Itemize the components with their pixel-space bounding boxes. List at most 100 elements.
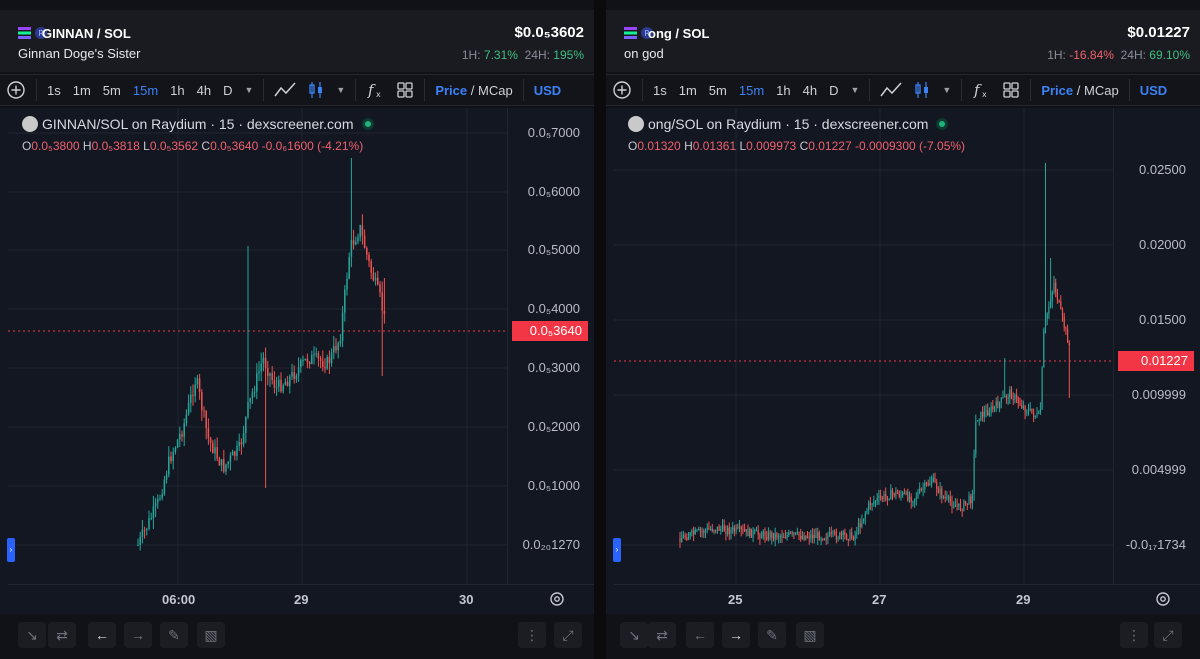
fullscreen-icon[interactable]: ⤢ (1154, 622, 1182, 648)
time-axis[interactable]: 25 27 29 (614, 584, 1200, 614)
add-indicator-button[interactable] (606, 75, 638, 105)
compare-icon[interactable]: ⇄ (48, 622, 76, 648)
price-mcap-toggle[interactable]: Price / MCap (429, 75, 518, 105)
candle-body (793, 532, 795, 535)
candle-body (161, 494, 163, 498)
interval-5m[interactable]: 5m (708, 82, 727, 98)
interval-1h[interactable]: 1h (170, 82, 185, 98)
chart-type-icon[interactable]: ↘ (620, 622, 648, 648)
candlestick-chart[interactable]: GINNAN/SOL on Raydium · 15 · dexscreener… (8, 108, 508, 584)
price-toggle[interactable]: Price (1041, 82, 1074, 98)
candles-icon (915, 82, 929, 98)
expand-handle-icon[interactable]: › (7, 538, 15, 562)
chart-left-gutter (0, 108, 8, 614)
mcap-toggle[interactable]: MCap (478, 82, 513, 98)
candlestick-chart[interactable]: ong/SOL on Raydium · 15 · dexscreener.co… (614, 108, 1114, 584)
x-tick: 29 (294, 592, 309, 607)
interval-15m[interactable]: 15m (738, 82, 765, 98)
more-vertical-icon[interactable]: ⋮ (1120, 622, 1148, 648)
expand-handle-icon[interactable]: › (613, 538, 621, 562)
price-toggle[interactable]: Price (435, 82, 468, 98)
y-tick: 0.02500 (1139, 162, 1186, 177)
candle-body (723, 524, 725, 532)
line-chart-button[interactable] (874, 75, 908, 105)
line-chart-button[interactable] (268, 75, 302, 105)
add-indicator-button[interactable] (0, 75, 32, 105)
candle-body (278, 379, 280, 387)
interval-4h[interactable]: 4h (802, 82, 818, 98)
ohlc-readout: O0.0₅3800 H0.0₅3818 L0.0₅3562 C0.0₅3640 … (22, 139, 364, 153)
candle-body (878, 495, 880, 499)
price-axis[interactable]: 0.02500 0.02000 0.01500 0.01227 0.009999… (1114, 108, 1200, 584)
settings-gear-icon[interactable] (1154, 590, 1172, 608)
candle-body (201, 392, 203, 411)
interval-5m[interactable]: 5m (102, 82, 121, 98)
candle-body (868, 502, 870, 510)
forward-arrow-icon[interactable]: → (722, 622, 750, 648)
candle-body (1053, 282, 1055, 292)
settings-gear-icon[interactable] (548, 590, 566, 608)
time-axis[interactable]: 06:00 29 30 (8, 584, 594, 614)
candle-body (236, 446, 238, 456)
token-avatar-icon (628, 116, 644, 132)
candle-body (813, 535, 815, 539)
interval-1h[interactable]: 1h (776, 82, 791, 98)
candles-button[interactable] (302, 75, 330, 105)
interval-1m[interactable]: 1m (72, 82, 91, 98)
trash-icon[interactable]: ▧ (796, 622, 824, 648)
candle-body (357, 237, 359, 242)
pencil-icon[interactable]: ✎ (758, 622, 786, 648)
pencil-icon[interactable]: ✎ (160, 622, 188, 648)
fullscreen-icon[interactable]: ⤢ (554, 622, 582, 648)
interval-d[interactable]: D (223, 82, 233, 98)
layout-button[interactable] (996, 75, 1026, 105)
interval-1s[interactable]: 1s (47, 82, 61, 98)
chart-canvas[interactable] (614, 108, 1114, 584)
interval-4h[interactable]: 4h (196, 82, 212, 98)
forward-arrow-icon[interactable]: → (124, 622, 152, 648)
candle-body (141, 529, 144, 537)
interval-1s[interactable]: 1s (653, 82, 667, 98)
candle-body (842, 531, 844, 536)
price-change: 1H: -16.84% 24H: 69.10% (1047, 48, 1190, 62)
grid-icon (1003, 82, 1019, 98)
trash-icon[interactable]: ▧ (197, 622, 225, 648)
interval-d[interactable]: D (829, 82, 839, 98)
candle-body (682, 535, 684, 539)
compare-icon[interactable]: ⇄ (648, 622, 676, 648)
chevron-down-icon[interactable]: ▼ (244, 85, 254, 95)
back-arrow-icon[interactable]: ← (686, 622, 714, 648)
price-mcap-toggle[interactable]: Price / MCap (1035, 75, 1124, 105)
mcap-toggle[interactable]: MCap (1084, 82, 1119, 98)
chevron-down-icon[interactable]: ▼ (336, 85, 346, 95)
candle-body (218, 458, 221, 466)
back-arrow-icon[interactable]: ← (88, 622, 116, 648)
currency-toggle[interactable]: USD (533, 82, 562, 98)
candle-body (366, 247, 368, 255)
chevron-down-icon[interactable]: ▼ (850, 85, 860, 95)
candle-body (948, 496, 950, 498)
price-axis[interactable]: 0.0₅7000 0.0₅6000 0.0₅5000 0.0₅4000 0.0₅… (508, 108, 594, 584)
candle-body (154, 502, 157, 507)
interval-1m[interactable]: 1m (678, 82, 697, 98)
candle-body (216, 447, 218, 459)
candle-body (249, 397, 251, 403)
more-vertical-icon[interactable]: ⋮ (518, 622, 546, 648)
chevron-down-icon[interactable]: ▼ (942, 85, 952, 95)
candle-body (958, 503, 960, 506)
candles-button[interactable] (908, 75, 936, 105)
layout-button[interactable] (390, 75, 420, 105)
candle-body (1038, 412, 1040, 414)
h24-change: 69.10% (1149, 48, 1190, 62)
chart-type-icon[interactable]: ↘ (18, 622, 46, 648)
ohlc-high: 0.01361 (692, 139, 737, 153)
currency-toggle[interactable]: USD (1139, 82, 1168, 98)
candle-body (942, 496, 945, 498)
interval-15m[interactable]: 15m (132, 82, 159, 98)
candle-body (839, 532, 841, 539)
candle-body (742, 529, 744, 531)
chart-canvas[interactable] (8, 108, 508, 584)
candle-body (333, 346, 335, 353)
